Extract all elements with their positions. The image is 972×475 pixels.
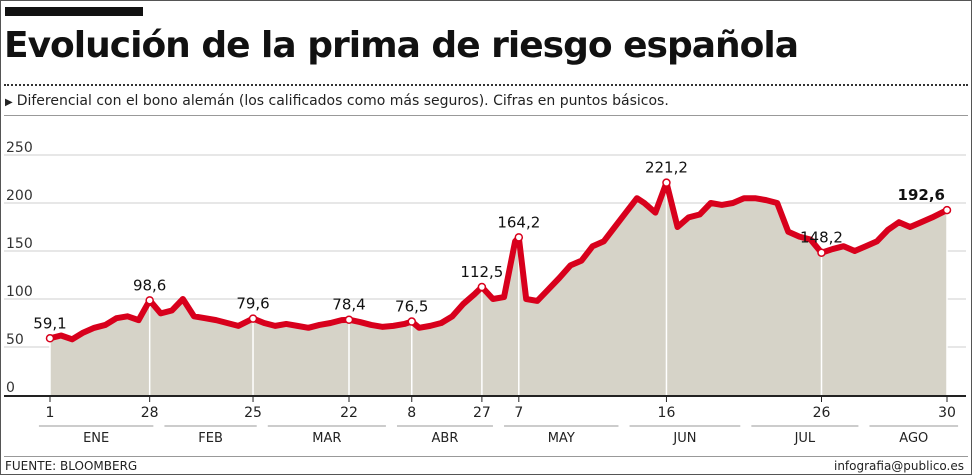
data-label: 148,2: [800, 229, 843, 247]
data-label: 112,5: [460, 263, 503, 281]
area-fill: [50, 182, 947, 395]
data-point-marker: [942, 205, 952, 215]
data-label: 221,2: [645, 159, 688, 177]
data-label: 79,6: [236, 295, 269, 313]
month-label: ENE: [83, 431, 109, 446]
data-label: 59,1: [33, 314, 66, 332]
x-tick-label: 30: [938, 405, 956, 421]
subtitle-text: Diferencial con el bono alemán (los cali…: [16, 93, 669, 109]
x-tick-label: 22: [340, 405, 358, 421]
credit-note: infografia@publico.es: [833, 459, 964, 473]
month-label: JUN: [672, 431, 696, 446]
x-tick-label: 1: [46, 405, 55, 421]
data-point-marker: [662, 178, 671, 187]
month-label: JUL: [794, 431, 816, 446]
triangle-bullet-icon: ▶: [5, 97, 13, 108]
y-tick-label: 50: [6, 332, 24, 348]
data-point-marker: [407, 317, 417, 326]
data-point-marker: [477, 282, 487, 292]
x-tick-label: 28: [141, 405, 159, 421]
data-point-marker: [514, 233, 524, 242]
y-tick-label: 150: [6, 236, 33, 252]
series-line: [47, 179, 950, 343]
y-tick-label: 100: [6, 284, 33, 300]
header-accent-bar: [5, 7, 143, 16]
x-tick-label: 7: [514, 405, 523, 421]
data-label: 192,6: [898, 186, 945, 204]
chart-title: Evolución de la prima de riesgo española: [4, 25, 799, 66]
data-point-marker: [344, 315, 354, 324]
chart-top-rule: [4, 115, 968, 116]
y-tick-label: 250: [6, 140, 33, 156]
data-point-marker: [248, 314, 258, 323]
month-label: MAR: [312, 431, 341, 446]
month-label: AGO: [899, 431, 928, 446]
month-label: MAY: [548, 431, 575, 446]
data-label: 78,4: [332, 296, 365, 314]
x-tick-label: 25: [244, 405, 262, 421]
month-label: ABR: [432, 431, 459, 446]
data-point-marker: [145, 296, 154, 305]
data-label: 76,5: [395, 298, 428, 316]
title-divider: [4, 84, 968, 86]
source-note: FUENTE: BLOOMBERG: [5, 459, 138, 473]
x-tick-label: 16: [658, 405, 676, 421]
data-point-marker: [45, 334, 55, 343]
x-tick-label: 27: [473, 405, 491, 421]
y-tick-label: 0: [6, 380, 15, 396]
data-label: 98,6: [133, 276, 166, 294]
data-label: 164,2: [497, 213, 540, 231]
footer-divider: [4, 456, 968, 457]
y-tick-label: 200: [6, 188, 33, 204]
x-tick-label: 8: [407, 405, 416, 421]
data-point-marker: [817, 248, 826, 257]
month-label: FEB: [198, 431, 223, 446]
x-tick-label: 26: [813, 405, 831, 421]
chart-subtitle: ▶ Diferencial con el bono alemán (los cal…: [5, 93, 669, 109]
